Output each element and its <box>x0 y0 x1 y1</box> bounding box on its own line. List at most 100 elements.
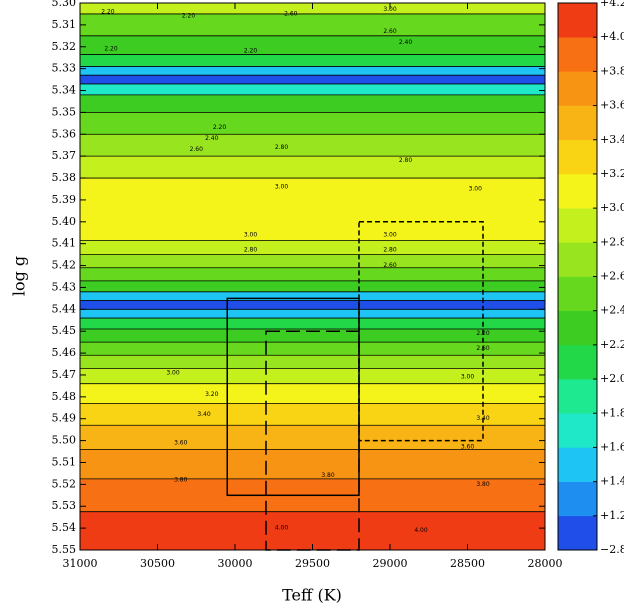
colorbar-bin <box>558 344 597 380</box>
contour-band <box>80 267 545 282</box>
y-tick-label: 5.30 <box>52 0 77 9</box>
colorbar-label: +2.60 <box>600 270 624 283</box>
contour-label: 3.80 <box>476 481 490 488</box>
region-box <box>358 221 484 442</box>
x-tick-label: 30500 <box>140 557 175 570</box>
colorbar-label: +1.80 <box>600 406 624 419</box>
contour-label: 2.60 <box>284 10 298 17</box>
colorbar-label: +4.00 <box>600 30 624 43</box>
colorbar-label: +3.20 <box>600 167 624 180</box>
colorbar-bin <box>558 208 597 243</box>
contour-band <box>80 368 545 385</box>
contour-label: 3.00 <box>461 374 475 381</box>
y-tick-label: 5.39 <box>52 193 77 206</box>
x-tick-label: 30000 <box>218 557 253 570</box>
y-tick-label: 5.35 <box>52 105 77 118</box>
contour-label: 2.80 <box>399 157 413 164</box>
contour-label: 2.80 <box>244 247 258 254</box>
contour-label: 3.00 <box>275 183 289 190</box>
colorbar-label: −2.80 <box>600 543 624 556</box>
contour-band <box>80 134 545 157</box>
contour-label: 3.80 <box>321 472 335 479</box>
contour-band <box>80 291 545 302</box>
contour-label: 2.20 <box>101 8 115 15</box>
y-tick-label: 5.40 <box>52 215 77 228</box>
colorbar-label: +1.20 <box>600 509 624 522</box>
contour-label: 4.00 <box>414 527 428 534</box>
y-tick-label: 5.36 <box>52 127 77 140</box>
contour-label: 4.00 <box>275 525 289 532</box>
contour-label: 2.20 <box>244 48 258 55</box>
contour-band <box>80 156 545 179</box>
y-tick-label: 5.48 <box>52 390 77 403</box>
contour-band <box>80 178 545 201</box>
contour-label: 2.80 <box>383 247 397 254</box>
contour-label: 3.20 <box>205 391 219 398</box>
contour-band <box>80 300 545 310</box>
contour-band <box>80 83 545 96</box>
y-tick-label: 5.50 <box>52 434 77 447</box>
contour-label: 2.20 <box>104 45 118 52</box>
y-axis-label: log g <box>10 256 29 296</box>
contour-band <box>80 383 545 404</box>
x-tick-label: 29000 <box>373 557 408 570</box>
contour-band <box>80 254 545 269</box>
y-tick-label: 5.43 <box>52 280 77 293</box>
contour-band <box>80 199 545 223</box>
contour-band <box>80 280 545 293</box>
x-tick-label: 31000 <box>63 557 98 570</box>
contour-band <box>80 318 545 330</box>
contour-label: 3.60 <box>174 439 188 446</box>
contour-band <box>80 342 545 356</box>
colorbar-label: +4.20 <box>600 0 624 9</box>
colorbar-bin <box>558 242 597 277</box>
colorbar-bin <box>558 37 597 72</box>
colorbar-label: +3.00 <box>600 201 624 214</box>
contour-band <box>80 35 545 55</box>
contour-label: 3.00 <box>166 369 180 376</box>
y-tick-label: 5.52 <box>52 477 77 490</box>
colorbar-label: +1.40 <box>600 475 624 488</box>
x-axis-label: Teff (K) <box>282 586 342 605</box>
y-tick-label: 5.33 <box>52 62 77 75</box>
contour-label: 2.60 <box>383 28 397 35</box>
contour-label: 2.20 <box>213 124 227 131</box>
contour-band <box>80 425 545 450</box>
y-tick-label: 5.46 <box>52 346 77 359</box>
contour-label: 2.40 <box>399 39 413 46</box>
y-tick-label: 5.34 <box>52 84 77 97</box>
contour-band <box>80 112 545 135</box>
contour-label: 3.00 <box>469 185 483 192</box>
contour-band <box>80 536 545 551</box>
colorbar-bin <box>558 379 597 414</box>
colorbar-bin <box>558 105 597 141</box>
colorbar-bin <box>558 310 597 346</box>
contour-band <box>80 329 545 343</box>
x-tick-label: 28500 <box>450 557 485 570</box>
contour-label: 2.60 <box>190 146 204 153</box>
contour-label: 3.00 <box>383 6 397 13</box>
colorbar-bin <box>558 276 597 311</box>
contour-band <box>80 511 545 538</box>
colorbar-label: +1.60 <box>600 440 624 453</box>
colorbar-label: +2.20 <box>600 338 624 351</box>
contour-band <box>80 449 545 480</box>
contour-label: 3.40 <box>197 411 211 418</box>
y-tick-label: 5.51 <box>52 455 77 468</box>
x-tick-label: 28000 <box>528 557 563 570</box>
contour-band <box>80 66 545 76</box>
colorbar-label: +3.60 <box>600 99 624 112</box>
colorbar-label: +3.80 <box>600 64 624 77</box>
y-tick-label: 5.38 <box>52 171 77 184</box>
colorbar-label: +2.00 <box>600 372 624 385</box>
contour-band <box>80 403 545 426</box>
y-tick-label: 5.44 <box>52 302 77 315</box>
colorbar-bin <box>558 481 597 517</box>
colorbar-label: +2.80 <box>600 235 624 248</box>
y-tick-label: 5.49 <box>52 412 77 425</box>
contour-label: 2.60 <box>383 262 397 269</box>
y-tick-label: 5.45 <box>52 324 77 337</box>
colorbar-bin <box>558 413 597 448</box>
